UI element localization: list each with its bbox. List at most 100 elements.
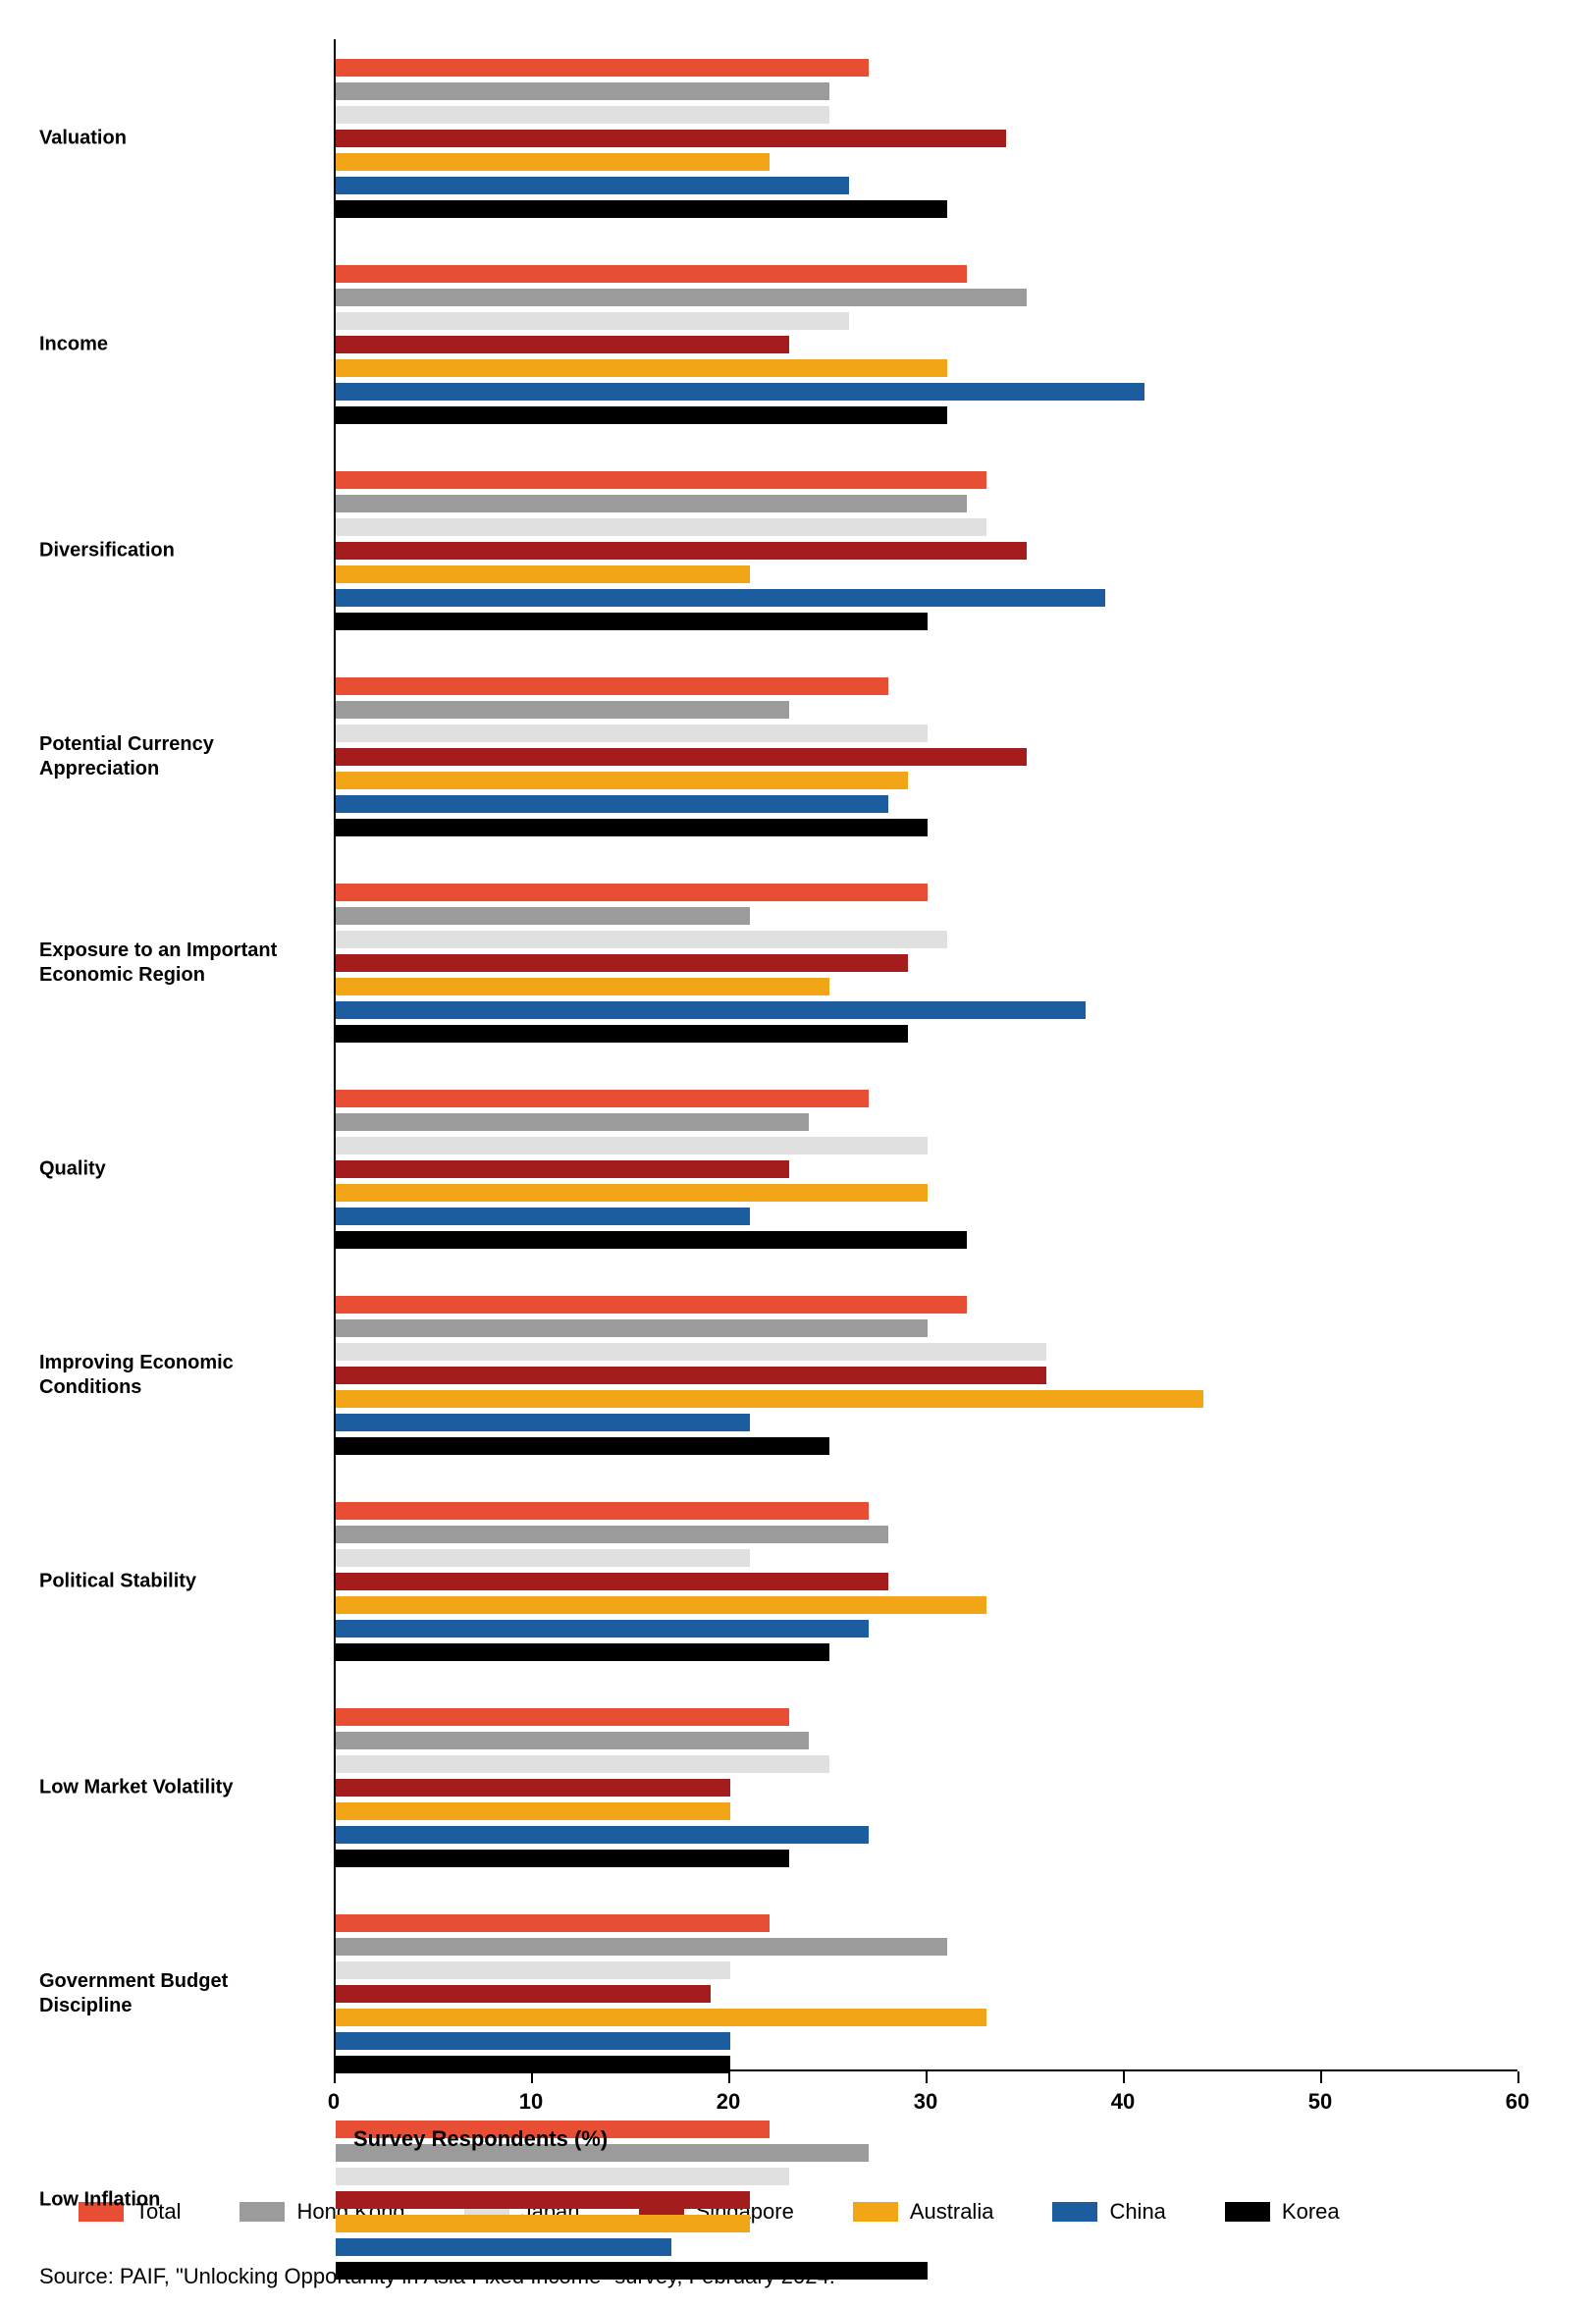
bar-singapore xyxy=(336,748,1027,766)
category-labels-column: Valuation Income Diversification Potential … xyxy=(39,39,334,2071)
bar-china xyxy=(336,2032,730,2050)
bar-hongkong xyxy=(336,1319,928,1337)
bar-singapore xyxy=(336,1367,1046,1384)
plot-area: 0102030405060 xyxy=(334,39,1517,2071)
bar-group xyxy=(336,265,1517,424)
plot-column: 0102030405060 xyxy=(334,39,1517,2071)
bar-group xyxy=(336,1090,1517,1249)
bar-japan xyxy=(336,725,928,742)
bar-korea xyxy=(336,1850,789,1867)
bar-hongkong xyxy=(336,82,829,100)
bar-australia xyxy=(336,772,908,789)
bar-total xyxy=(336,1090,869,1107)
category-label: Income xyxy=(39,333,314,357)
bar-australia xyxy=(336,1596,986,1614)
bar-hongkong xyxy=(336,495,967,512)
bar-total xyxy=(336,59,869,77)
bar-china xyxy=(336,589,1105,607)
bar-australia xyxy=(336,359,947,377)
bar-hongkong xyxy=(336,1526,888,1543)
category-label: Exposure to an Important Economic Region xyxy=(39,939,314,988)
bar-group xyxy=(336,1914,1517,2073)
category-label: Quality xyxy=(39,1157,314,1182)
bar-japan xyxy=(336,518,986,536)
bar-singapore xyxy=(336,1573,888,1590)
bar-japan xyxy=(336,1343,1046,1361)
category-label: Diversification xyxy=(39,539,314,564)
bar-australia xyxy=(336,1390,1203,1408)
bar-korea xyxy=(336,1437,829,1455)
chart-area: Valuation Income Diversification Potential … xyxy=(39,39,1517,2071)
bar-china xyxy=(336,1001,1086,1019)
bar-singapore xyxy=(336,2191,750,2209)
bar-china xyxy=(336,1826,869,1844)
bar-japan xyxy=(336,1137,928,1154)
bar-china xyxy=(336,795,888,813)
bar-group xyxy=(336,1708,1517,1867)
category-label: Valuation xyxy=(39,127,314,151)
bar-china xyxy=(336,2238,671,2256)
bar-japan xyxy=(336,931,947,948)
bar-japan xyxy=(336,1961,730,1979)
bar-total xyxy=(336,884,928,901)
category-label: Political Stability xyxy=(39,1570,314,1594)
bar-hongkong xyxy=(336,701,789,719)
bar-australia xyxy=(336,2009,986,2026)
bar-japan xyxy=(336,312,849,330)
bar-china xyxy=(336,177,849,194)
bar-korea xyxy=(336,1231,967,1249)
bar-australia xyxy=(336,1802,730,1820)
bar-korea xyxy=(336,200,947,218)
bar-hongkong xyxy=(336,1732,809,1749)
bar-singapore xyxy=(336,1160,789,1178)
bar-china xyxy=(336,383,1144,401)
bar-group xyxy=(336,677,1517,836)
category-label: Potential Currency Appreciation xyxy=(39,732,314,781)
bar-korea xyxy=(336,2262,928,2280)
category-label: Improving Economic Conditions xyxy=(39,1351,314,1400)
bar-singapore xyxy=(336,1985,711,2003)
bar-total xyxy=(336,1708,789,1726)
chart-page: Valuation Income Diversification Potential … xyxy=(0,0,1596,2309)
bar-total xyxy=(336,677,888,695)
bar-singapore xyxy=(336,130,1006,147)
bar-australia xyxy=(336,2215,750,2232)
bar-china xyxy=(336,1414,750,1431)
category-label: Low Market Volatility xyxy=(39,1776,314,1800)
bar-total xyxy=(336,265,967,283)
bar-korea xyxy=(336,1643,829,1661)
bar-singapore xyxy=(336,336,789,353)
bar-hongkong xyxy=(336,1113,809,1131)
bar-group xyxy=(336,884,1517,1043)
bar-singapore xyxy=(336,542,1027,560)
bar-china xyxy=(336,1208,750,1225)
bar-group xyxy=(336,471,1517,630)
bar-total xyxy=(336,471,986,489)
bar-group xyxy=(336,1502,1517,1661)
bar-china xyxy=(336,1620,869,1638)
x-tick xyxy=(1517,2071,1519,2083)
bar-total xyxy=(336,1502,869,1520)
bar-group xyxy=(336,59,1517,218)
category-label: Low Inflation xyxy=(39,2188,314,2213)
x-axis-area: Survey Respondents (%) xyxy=(334,2071,1517,2189)
bar-hongkong xyxy=(336,1938,947,1956)
bar-group xyxy=(336,1296,1517,1455)
bar-hongkong xyxy=(336,289,1027,306)
bar-japan xyxy=(336,106,829,124)
bar-singapore xyxy=(336,954,908,972)
bar-korea xyxy=(336,406,947,424)
bar-korea xyxy=(336,819,928,836)
bar-singapore xyxy=(336,1779,730,1797)
bar-australia xyxy=(336,978,829,995)
bar-korea xyxy=(336,1025,908,1043)
bar-total xyxy=(336,1914,770,1932)
bar-total xyxy=(336,1296,967,1314)
bar-hongkong xyxy=(336,907,750,925)
bar-japan xyxy=(336,1755,829,1773)
bar-australia xyxy=(336,1184,928,1202)
x-axis-title: Survey Respondents (%) xyxy=(353,2126,608,2152)
bar-australia xyxy=(336,565,750,583)
category-label: Government Budget Discipline xyxy=(39,1969,314,2018)
bar-korea xyxy=(336,613,928,630)
